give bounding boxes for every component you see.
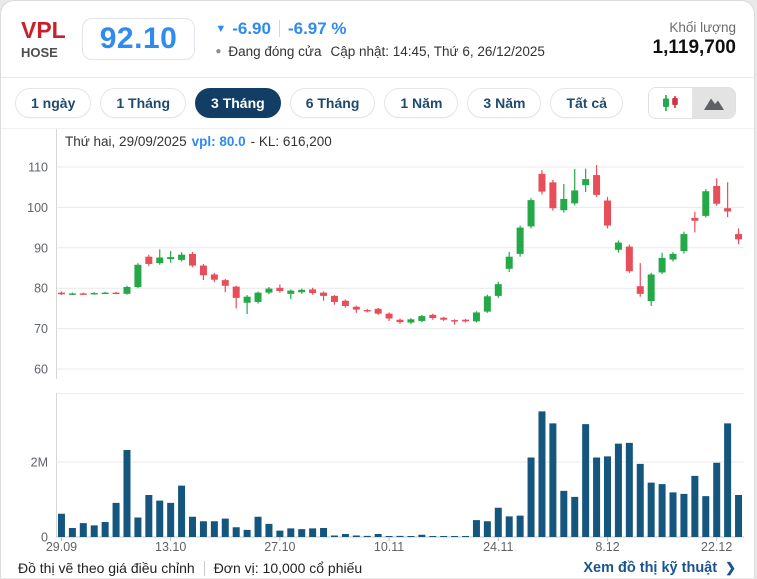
range-tab-tat-ca[interactable]: Tất cả [550, 88, 623, 118]
footer-divider [203, 560, 205, 576]
area-chart-button[interactable] [692, 88, 735, 118]
unit-note: Đơn vị: 10,000 cổ phiếu [213, 560, 363, 576]
technical-chart-link[interactable]: Xem đồ thị kỹ thuật ❯ [583, 560, 736, 576]
candlestick-icon [662, 95, 678, 111]
exchange-label: HOSE [21, 45, 58, 61]
svg-text:60: 60 [34, 363, 48, 377]
market-status-text: Đang đóng cửa [228, 43, 322, 59]
candlestick-chart-button[interactable] [649, 88, 692, 118]
ticker-symbol: VPL [21, 16, 66, 43]
tooltip-volume: - KL: 616,200 [250, 134, 332, 149]
svg-text:110: 110 [28, 161, 48, 175]
tooltip-price: vpl: 80.0 [191, 134, 246, 149]
svg-text:70: 70 [34, 322, 48, 336]
svg-text:10.11: 10.11 [374, 540, 404, 554]
price-volume-chart[interactable]: 110 100 90 80 70 60 2M 029.09 13.10 27.10 10.11 24.… [1, 129, 755, 557]
volume-label: Khối lượng [669, 19, 736, 35]
svg-text:24.11: 24.11 [483, 540, 513, 554]
svg-text:90: 90 [34, 241, 48, 255]
market-status-dot-icon: ● [215, 45, 222, 57]
adjusted-price-note: Đồ thị vẽ theo giá điều chỉnh [18, 560, 195, 576]
range-tabs: 1 ngày 1 Tháng 3 Tháng 6 Tháng 1 Năm 3 N… [15, 88, 623, 118]
price-box: 92.10 [81, 17, 196, 60]
svg-text:100: 100 [27, 201, 48, 215]
chevron-right-icon: ❯ [725, 560, 736, 575]
svg-text:27.10: 27.10 [264, 540, 295, 554]
area-chart-icon [703, 98, 724, 110]
range-tab-1-thang[interactable]: 1 Tháng [100, 88, 187, 118]
chart-footer: Đồ thị vẽ theo giá điều chỉnh Đơn vị: 10… [1, 557, 754, 578]
range-tab-1-nam[interactable]: 1 Năm [384, 88, 459, 118]
svg-text:8.12: 8.12 [595, 540, 619, 554]
range-tab-1-ngay[interactable]: 1 ngày [15, 88, 92, 118]
price-change-value: -6.90 [232, 18, 271, 38]
header: VPL HOSE 92.10 ▼ -6.90 -6.97 % ● Đang đó… [1, 1, 754, 78]
technical-chart-link-label: Xem đồ thị kỹ thuật [583, 560, 718, 576]
svg-text:2M: 2M [31, 456, 48, 470]
last-updated-text: Cập nhật: 14:45, Thứ 6, 26/12/2025 [330, 43, 545, 59]
price-change-percent: -6.97 % [287, 18, 347, 38]
svg-text:22.12: 22.12 [701, 540, 732, 554]
range-tab-3-nam[interactable]: 3 Năm [467, 88, 542, 118]
svg-text:0: 0 [41, 531, 48, 545]
volume-value: 1,119,700 [652, 36, 736, 58]
range-toolbar: 1 ngày 1 Tháng 3 Tháng 6 Tháng 1 Năm 3 N… [1, 78, 754, 128]
change-divider [278, 20, 280, 38]
current-price: 92.10 [99, 21, 178, 55]
svg-text:13.10: 13.10 [155, 540, 186, 554]
chart-area: Thứ hai, 29/09/2025 vpl: 80.0 - KL: 616,… [1, 128, 754, 557]
chart-tooltip: Thứ hai, 29/09/2025 vpl: 80.0 - KL: 616,… [65, 134, 332, 149]
tooltip-date: Thứ hai, 29/09/2025 [65, 134, 187, 149]
svg-text:80: 80 [34, 282, 48, 296]
range-tab-3-thang[interactable]: 3 Tháng [195, 88, 281, 118]
svg-text:29.09: 29.09 [46, 540, 77, 554]
range-tab-6-thang[interactable]: 6 Tháng [289, 88, 376, 118]
chart-type-toggle [648, 87, 736, 119]
price-down-arrow-icon: ▼ [215, 22, 227, 35]
